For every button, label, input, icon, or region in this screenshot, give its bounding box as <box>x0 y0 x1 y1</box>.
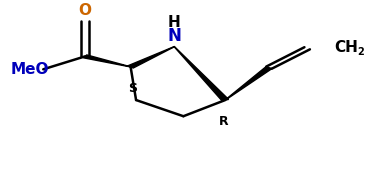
Text: MeO: MeO <box>11 62 49 77</box>
Polygon shape <box>128 47 174 68</box>
Polygon shape <box>83 55 131 67</box>
Text: S: S <box>128 82 137 95</box>
Text: R: R <box>219 115 228 128</box>
Text: N: N <box>167 27 181 45</box>
Text: CH: CH <box>334 40 358 55</box>
Text: H: H <box>168 15 181 30</box>
Polygon shape <box>225 67 272 100</box>
Text: O: O <box>79 3 92 18</box>
Polygon shape <box>174 47 229 101</box>
Text: 2: 2 <box>357 47 364 57</box>
